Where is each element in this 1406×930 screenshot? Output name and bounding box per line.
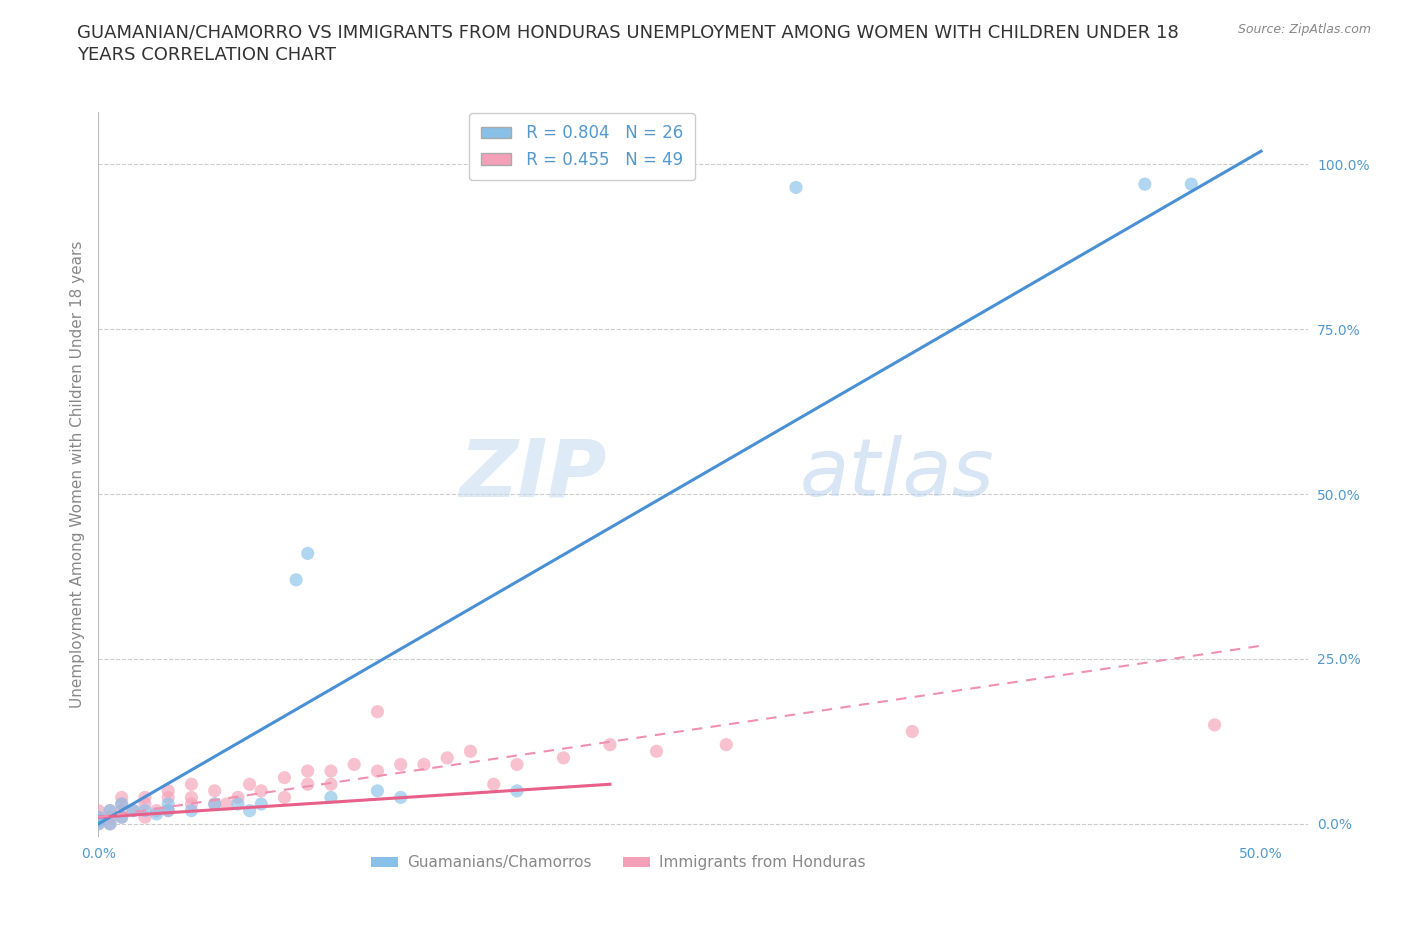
Point xyxy=(98,804,121,818)
Point xyxy=(250,783,273,798)
Point xyxy=(111,804,134,818)
Point xyxy=(98,810,121,825)
Point xyxy=(111,810,134,825)
Point xyxy=(111,790,134,804)
Point xyxy=(145,804,167,818)
Point xyxy=(157,797,180,812)
Point xyxy=(98,804,121,818)
Point xyxy=(134,790,156,804)
Point xyxy=(204,797,226,812)
Point xyxy=(389,757,412,772)
Point xyxy=(111,797,134,812)
Point xyxy=(250,797,273,812)
Point xyxy=(111,797,134,812)
Point xyxy=(553,751,575,765)
Point xyxy=(122,804,145,818)
Point xyxy=(87,817,110,831)
Legend: Guamanians/Chamorros, Immigrants from Honduras: Guamanians/Chamorros, Immigrants from Ho… xyxy=(364,849,872,876)
Point xyxy=(180,790,202,804)
Point xyxy=(599,737,621,752)
Point xyxy=(98,817,121,831)
Point xyxy=(204,797,226,812)
Point xyxy=(157,804,180,818)
Point xyxy=(87,804,110,818)
Point xyxy=(389,790,412,804)
Text: ZIP: ZIP xyxy=(458,435,606,513)
Point xyxy=(319,777,342,791)
Text: atlas: atlas xyxy=(800,435,994,513)
Point xyxy=(297,764,319,778)
Point xyxy=(87,817,110,831)
Point xyxy=(122,804,145,818)
Point xyxy=(319,790,342,804)
Point xyxy=(436,751,458,765)
Point xyxy=(239,804,262,818)
Point xyxy=(366,764,388,778)
Point xyxy=(1133,177,1156,192)
Point xyxy=(319,764,342,778)
Point xyxy=(506,783,529,798)
Point xyxy=(180,797,202,812)
Point xyxy=(111,810,134,825)
Point xyxy=(785,180,807,195)
Point xyxy=(134,804,156,818)
Point xyxy=(87,810,110,825)
Point xyxy=(273,790,295,804)
Point xyxy=(87,813,110,828)
Point xyxy=(506,757,529,772)
Point xyxy=(98,817,121,831)
Point xyxy=(716,737,738,752)
Point xyxy=(273,770,295,785)
Point xyxy=(285,572,308,587)
Point xyxy=(204,783,226,798)
Point xyxy=(134,797,156,812)
Point xyxy=(87,813,110,828)
Point xyxy=(180,804,202,818)
Point xyxy=(482,777,505,791)
Text: YEARS CORRELATION CHART: YEARS CORRELATION CHART xyxy=(77,46,336,64)
Y-axis label: Unemployment Among Women with Children Under 18 years: Unemployment Among Women with Children U… xyxy=(69,241,84,708)
Point xyxy=(343,757,366,772)
Point xyxy=(226,790,249,804)
Point xyxy=(134,810,156,825)
Point xyxy=(226,797,249,812)
Point xyxy=(645,744,668,759)
Point xyxy=(157,804,180,818)
Point xyxy=(413,757,436,772)
Point xyxy=(145,806,167,821)
Point xyxy=(1204,717,1226,732)
Point xyxy=(297,546,319,561)
Point xyxy=(1180,177,1202,192)
Point xyxy=(157,790,180,804)
Point xyxy=(297,777,319,791)
Text: Source: ZipAtlas.com: Source: ZipAtlas.com xyxy=(1237,23,1371,36)
Point xyxy=(366,704,388,719)
Point xyxy=(901,724,924,739)
Point xyxy=(239,777,262,791)
Point xyxy=(366,783,388,798)
Point xyxy=(460,744,482,759)
Point xyxy=(157,783,180,798)
Text: GUAMANIAN/CHAMORRO VS IMMIGRANTS FROM HONDURAS UNEMPLOYMENT AMONG WOMEN WITH CHI: GUAMANIAN/CHAMORRO VS IMMIGRANTS FROM HO… xyxy=(77,23,1180,41)
Point xyxy=(87,810,110,825)
Point xyxy=(180,777,202,791)
Point xyxy=(215,797,238,812)
